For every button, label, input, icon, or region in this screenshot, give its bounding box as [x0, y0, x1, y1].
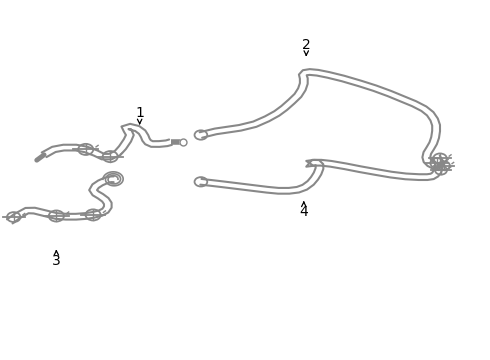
Text: 4: 4 [299, 206, 308, 219]
Text: 2: 2 [302, 38, 311, 52]
Text: 1: 1 [135, 107, 144, 120]
Text: 3: 3 [52, 254, 61, 268]
